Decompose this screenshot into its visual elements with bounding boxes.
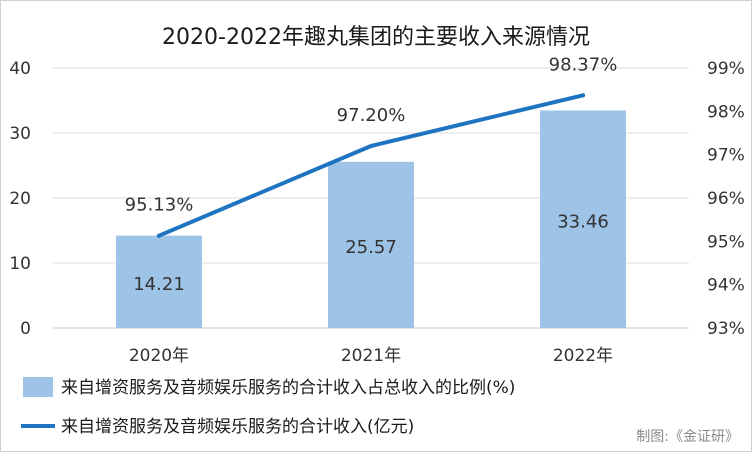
- credit-text: 制图:《金证研》: [636, 429, 739, 445]
- line-point: [157, 233, 161, 238]
- x-axis-tick: 2021年: [341, 346, 401, 366]
- bar-series: [116, 110, 626, 328]
- bar: [116, 235, 202, 328]
- x-axis-ticks: 2020年 2021年 2022年: [129, 346, 613, 366]
- legend-bar-swatch: [23, 377, 53, 397]
- left-axis-ticks: 0 10 20 30 40: [9, 59, 31, 339]
- left-axis-tick: 30: [9, 124, 31, 144]
- line-data-label: 97.20%: [337, 105, 406, 126]
- line-series: [157, 93, 585, 238]
- left-axis-tick: 20: [9, 189, 31, 209]
- legend-bar-label: 来自增资服务及音频娱乐服务的合计收入占总收入的比例(%): [61, 378, 515, 398]
- right-axis-tick: 96%: [707, 189, 745, 209]
- x-axis-tick: 2020年: [129, 346, 189, 366]
- bar-data-label: 14.21: [133, 274, 185, 295]
- bar-data-label: 33.46: [557, 211, 609, 232]
- bar: [328, 161, 414, 328]
- right-axis-tick: 97%: [707, 146, 745, 166]
- line-point: [581, 93, 585, 98]
- line-point: [369, 144, 373, 148]
- chart-title: 2020-2022年趣丸集团的主要收入来源情况: [162, 25, 590, 50]
- data-labels: 14.21 25.57 33.46 95.13% 97.20% 98.37%: [125, 54, 618, 295]
- left-axis-tick: 0: [20, 319, 31, 339]
- right-axis-tick: 98%: [707, 102, 745, 122]
- bar-data-label: 25.57: [345, 237, 397, 258]
- right-axis-tick: 94%: [707, 276, 745, 296]
- x-axis-tick: 2022年: [553, 346, 613, 366]
- bar: [540, 110, 626, 328]
- legend: 来自增资服务及音频娱乐服务的合计收入占总收入的比例(%) 来自增资服务及音频娱乐…: [21, 377, 515, 437]
- right-axis-tick: 93%: [707, 319, 745, 339]
- right-axis-tick: 99%: [707, 59, 745, 79]
- line-data-label: 95.13%: [125, 195, 194, 216]
- right-axis-ticks: 93% 94% 95% 96% 97% 98% 99%: [707, 59, 745, 339]
- left-axis-tick: 10: [9, 254, 31, 274]
- right-axis-tick: 95%: [707, 232, 745, 252]
- left-axis-tick: 40: [9, 59, 31, 79]
- line-data-label: 98.37%: [549, 54, 618, 75]
- legend-line-label: 来自增资服务及音频娱乐服务的合计收入(亿元): [61, 417, 414, 437]
